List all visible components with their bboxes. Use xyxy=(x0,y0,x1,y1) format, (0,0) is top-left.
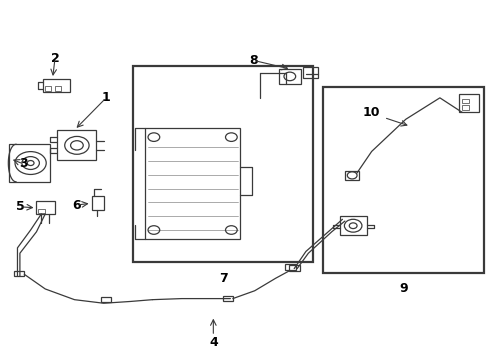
Text: 9: 9 xyxy=(399,283,408,296)
Bar xyxy=(289,265,299,271)
Bar xyxy=(38,208,45,213)
Text: 3: 3 xyxy=(19,157,27,170)
Bar xyxy=(303,67,318,78)
Text: 2: 2 xyxy=(50,52,59,65)
Bar xyxy=(279,69,301,84)
Bar xyxy=(133,66,313,262)
Bar xyxy=(101,297,111,302)
Bar xyxy=(57,130,97,160)
Text: 6: 6 xyxy=(73,198,81,212)
Text: 1: 1 xyxy=(102,91,111,104)
Bar xyxy=(345,171,360,180)
Bar xyxy=(285,264,295,270)
Bar xyxy=(45,86,51,91)
Bar xyxy=(55,86,61,91)
Bar xyxy=(340,216,367,235)
Bar xyxy=(9,144,50,182)
Text: 7: 7 xyxy=(219,272,227,285)
Bar xyxy=(460,94,479,112)
Text: 8: 8 xyxy=(249,54,258,67)
Text: 10: 10 xyxy=(363,105,380,119)
Bar xyxy=(36,202,55,214)
Bar xyxy=(323,87,484,273)
Bar xyxy=(14,271,24,276)
Text: 4: 4 xyxy=(209,336,218,349)
Bar xyxy=(92,196,104,210)
Bar xyxy=(145,128,240,239)
Bar xyxy=(462,105,469,110)
Text: 5: 5 xyxy=(16,200,24,213)
Bar xyxy=(223,296,233,301)
Bar xyxy=(43,79,70,93)
Bar xyxy=(462,99,469,103)
